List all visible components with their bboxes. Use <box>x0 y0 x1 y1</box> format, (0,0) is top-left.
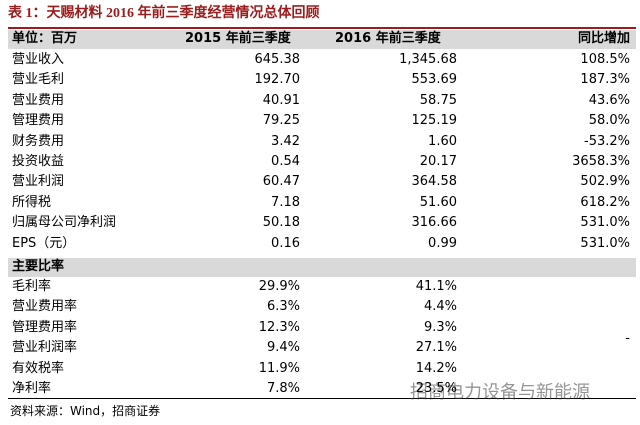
row-label: 投资收益 <box>12 154 65 169</box>
value-cell: 29.9% <box>258 279 300 294</box>
value-cell: 58.0% <box>588 113 630 129</box>
row-label: EPS（元） <box>12 235 76 251</box>
value-cell: 0.99 <box>428 235 457 251</box>
value-cell: 12.3% <box>258 319 300 335</box>
value-cell: 4.4% <box>423 299 457 315</box>
row-label: 有效税率 <box>12 360 65 376</box>
source-note: 资料来源：Wind，招商证券 <box>10 404 161 418</box>
header-cell: 同比增加 <box>577 31 630 46</box>
value-cell: 7.8% <box>266 381 300 396</box>
value-cell: 187.3% <box>580 72 630 88</box>
section-label: 主要比率 <box>12 259 65 274</box>
value-cell: 43.6% <box>588 92 630 108</box>
value-cell: 531.0% <box>580 235 630 251</box>
header-cell: 2016 年前三季度 <box>335 31 441 46</box>
value-cell: 618.2% <box>580 194 630 210</box>
value-cell: 50.18 <box>262 215 300 231</box>
value-cell: 14.2% <box>415 360 457 376</box>
bottom-rule <box>8 398 636 399</box>
value-cell: 125.19 <box>411 113 458 129</box>
value-cell: 6.3% <box>266 299 300 315</box>
value-cell: 645.38 <box>254 52 301 67</box>
value-cell: 364.58 <box>411 174 458 190</box>
value-cell: 1.60 <box>428 133 457 149</box>
value-cell: 531.0% <box>580 215 630 231</box>
value-cell: -53.2% <box>584 133 630 149</box>
header-bg <box>8 30 636 49</box>
row-label: 营业收入 <box>12 52 65 67</box>
section-bg <box>8 258 636 277</box>
value-cell: 502.9% <box>580 174 630 190</box>
value-cell: 192.70 <box>254 72 301 88</box>
title-rule <box>8 27 636 29</box>
value-cell: 11.9% <box>258 360 300 376</box>
value-cell: 316.66 <box>411 215 458 231</box>
row-label: 归属母公司净利润 <box>12 215 117 231</box>
header-cell: 2015 年前三季度 <box>185 31 291 46</box>
value-cell: 79.25 <box>262 113 300 129</box>
value-cell: 108.5% <box>580 52 630 67</box>
value-cell: 3658.3% <box>572 154 630 169</box>
row-label: 毛利率 <box>12 279 52 294</box>
value-cell: 553.69 <box>411 72 458 88</box>
value-cell: 1,345.68 <box>399 52 457 67</box>
value-cell: 40.91 <box>262 92 300 108</box>
row-label: 营业毛利 <box>12 72 65 88</box>
header-cell: 单位：百万 <box>12 31 78 46</box>
row-label: 营业利润 <box>12 174 65 190</box>
row-label: 财务费用 <box>12 133 65 149</box>
row-label: 管理费用率 <box>12 319 78 335</box>
row-label: 营业费用 <box>12 92 65 108</box>
value-cell: 23.5% <box>415 381 457 396</box>
value-cell: 0.54 <box>271 154 300 169</box>
table-title: 表 1：天赐材料 2016 年前三季度经营情况总体回顾 <box>8 6 320 21</box>
row-label: 营业利润率 <box>12 340 78 356</box>
row-label: 净利率 <box>12 381 52 396</box>
watermark: 招商电力设备与新能源 <box>410 382 590 403</box>
value-cell: 27.1% <box>415 340 457 356</box>
value-cell: 41.1% <box>415 279 457 294</box>
value-cell: 3.42 <box>271 133 300 149</box>
value-cell: 20.17 <box>419 154 457 169</box>
row-label: 管理费用 <box>12 113 65 129</box>
value-cell: 9.3% <box>423 319 457 335</box>
row-label: 营业费用率 <box>12 299 78 315</box>
value-cell: 51.60 <box>419 194 457 210</box>
value-cell: 7.18 <box>271 194 300 210</box>
value-cell: - <box>625 330 630 346</box>
value-cell: 9.4% <box>266 340 300 356</box>
value-cell: 0.16 <box>271 235 300 251</box>
value-cell: 58.75 <box>419 92 457 108</box>
value-cell: 60.47 <box>262 174 300 190</box>
row-label: 所得税 <box>12 194 52 210</box>
